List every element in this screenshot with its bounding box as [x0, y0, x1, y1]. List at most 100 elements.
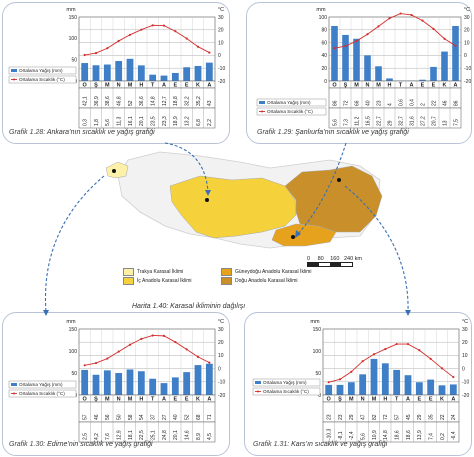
caption-text: Ankara’nın sıcaklık ve yağış grafiği [46, 129, 155, 136]
temp-value-label: -2,4 [349, 431, 355, 440]
rain-bar [115, 61, 123, 81]
right-tick-label: 0 [218, 366, 221, 372]
caption-label: Grafik 1.30: [9, 441, 46, 448]
temp-line [84, 24, 210, 56]
month-label: Ş [338, 397, 342, 403]
rain-bar [115, 373, 123, 395]
rain-value-label: 37 [150, 414, 156, 420]
temp-point [162, 334, 166, 337]
month-label: O [332, 83, 337, 89]
month-label: E [173, 397, 177, 403]
rain-bar [194, 365, 202, 395]
rain-value-label: 29 [417, 414, 423, 420]
rain-value-label: 42,1 [82, 96, 88, 106]
temp-value-label: 7,4 [428, 433, 434, 440]
month-label: M [128, 83, 133, 89]
month-label: H [139, 397, 143, 403]
rain-value-label: 0,6 [398, 99, 404, 106]
rain-value-label: 45 [406, 414, 412, 420]
legend-rain-label: Ortalama Yağış (mm) [263, 380, 307, 385]
temp-value-label: 18,1 [128, 430, 134, 440]
rain-value-label: 52 [128, 100, 134, 106]
rain-bar [81, 63, 89, 81]
legend-rain-swatch [11, 69, 17, 72]
temp-value-label: 7,5 [453, 119, 459, 126]
rain-value-label: 57 [394, 414, 400, 420]
temp-point [128, 33, 132, 36]
rain-value-label: 54 [139, 414, 145, 420]
temp-value-label: 18,6 [394, 430, 400, 440]
rain-value-label: 35,2 [196, 96, 202, 106]
right-tick-label: 30 [464, 15, 470, 21]
temp-value-label: 0,2 [440, 433, 446, 440]
temp-point [384, 347, 387, 351]
temp-value-label: 5,6 [105, 119, 111, 126]
temp-value-label: 22,5 [139, 430, 145, 440]
right-tick-label: -20 [462, 393, 469, 399]
left-tick-label: 150 [69, 15, 78, 21]
rain-value-label: 14,8 [150, 96, 156, 106]
connector-sanliurfa [297, 142, 347, 235]
rain-bar [359, 374, 367, 395]
caption-label: Grafik 1.29: [257, 129, 294, 136]
rain-bar [92, 374, 100, 395]
temp-point [174, 30, 177, 33]
temp-point [94, 51, 98, 55]
rain-bar [427, 379, 435, 395]
caption-label: Grafik 1.31: [253, 441, 290, 448]
panel-edirne: 3020100-10-20150100500mm°COŞMNMHTAEEKA57… [2, 312, 230, 456]
temp-value-label: 12,9 [116, 430, 122, 440]
scale-label-2: 160 [330, 256, 340, 262]
legend-rain-label: Ortalama Yağış (mm) [267, 100, 311, 105]
map-dot-sanliurfa [291, 235, 295, 239]
temp-value-label: 31,6 [409, 116, 415, 126]
temp-point [432, 27, 435, 31]
legend-temp-box [8, 389, 77, 398]
temp-value-label: 22,7 [376, 116, 382, 126]
chart-edirne: 3020100-10-20150100500mm°COŞMNMHTAEEKA57… [8, 319, 225, 443]
rain-bar [183, 372, 191, 395]
rain-value-label: 32,2 [184, 96, 190, 106]
temp-value-label: 23,5 [150, 116, 156, 126]
rain-bar [331, 25, 338, 81]
map-region-trakya [105, 161, 129, 179]
temp-value-label: 7,6 [105, 433, 111, 440]
month-label: A [406, 397, 410, 403]
caption-text: Edirne’nin sıcaklık ve yağış grafiği [47, 441, 153, 448]
left-tick-label: 20 [321, 66, 327, 72]
temp-value-label: 13,9 [417, 430, 423, 440]
temp-point [452, 375, 455, 379]
rain-bar [171, 377, 179, 395]
month-label: E [432, 83, 436, 89]
legend-label-guneydogu: Güneydoğu Anadolu Karasal İklimi [235, 269, 312, 275]
month-label: E [173, 83, 177, 89]
unit-right: °C [464, 7, 470, 13]
caption-ankara: Grafik 1.28: Ankara’nın sıcaklık ve yağı… [9, 129, 155, 136]
rain-value-label: 35 [428, 414, 434, 420]
rain-bar [381, 363, 389, 395]
left-tick-label: 50 [315, 371, 321, 377]
rain-bar [404, 375, 412, 395]
temp-point [196, 45, 200, 48]
month-label: H [388, 83, 392, 89]
legend-temp-label: Ortalama Sıcaklık (°C) [267, 109, 313, 114]
rain-value-label: 50 [116, 414, 122, 420]
temp-value-label: 25,1 [150, 430, 156, 440]
map-legend: Trakya Karasal İklimi Güneydoğu Anadolu … [123, 268, 311, 285]
panel-ankara: 3020100-10-20150100500mm°COŞMNMHTAEEKA42… [2, 2, 230, 144]
legend-temp-box [252, 387, 321, 396]
rain-value-label: 29 [349, 414, 355, 420]
temp-value-label: 4,5 [207, 433, 213, 440]
temp-value-label: 20,1 [139, 116, 145, 126]
rain-bar [81, 369, 89, 395]
temp-value-label: -8,1 [338, 431, 344, 440]
rain-bar [342, 34, 349, 81]
left-tick-label: 100 [319, 15, 328, 21]
month-label: O [83, 397, 88, 403]
rain-value-label: 24 [451, 414, 457, 420]
rain-value-label: 72 [343, 100, 349, 106]
rain-bar [347, 382, 355, 395]
rain-bar [364, 55, 371, 81]
